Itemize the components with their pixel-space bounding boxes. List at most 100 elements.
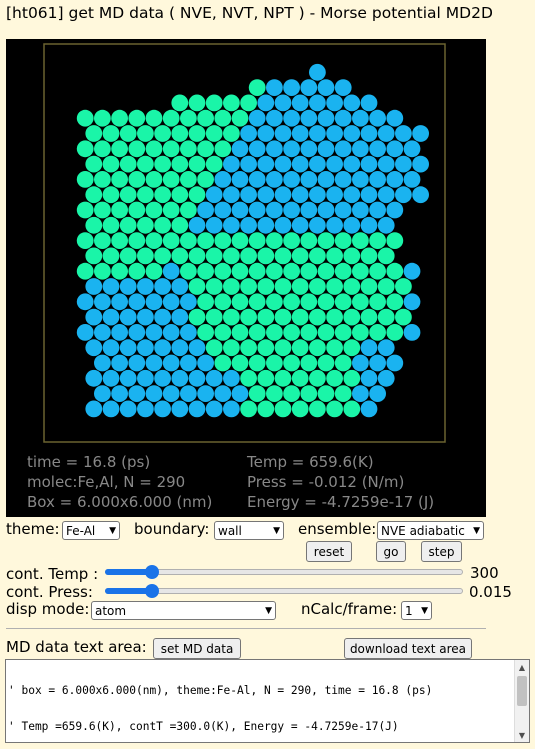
slider-track [105, 588, 463, 594]
atom [343, 247, 361, 265]
reset-button[interactable]: reset [306, 541, 352, 562]
atom [197, 262, 215, 280]
boundary-select[interactable]: wall ▼ [214, 521, 284, 540]
atom [205, 308, 223, 326]
atom [412, 155, 429, 173]
atom [248, 171, 266, 188]
atom [102, 400, 120, 418]
ensemble-select[interactable]: NVE adiabatic ▼ [377, 521, 484, 540]
atom [291, 369, 309, 387]
atom [240, 155, 257, 173]
set-md-data-button[interactable]: set MD data [153, 638, 241, 659]
atom [317, 140, 335, 158]
atoms-layer [76, 63, 429, 418]
disp-mode-select[interactable]: atom ▼ [91, 601, 276, 620]
atom [145, 354, 163, 372]
atom [257, 94, 275, 112]
scroll-down-icon[interactable]: ▼ [518, 730, 526, 740]
slider-thumb[interactable] [144, 584, 159, 598]
atom [197, 171, 215, 188]
atom [257, 216, 275, 234]
atom [240, 308, 257, 326]
atom [291, 278, 309, 295]
atom [248, 201, 266, 219]
atom [214, 354, 232, 372]
atom [214, 232, 232, 250]
atom [162, 232, 180, 250]
go-button[interactable]: go [376, 541, 406, 562]
atom [377, 308, 395, 326]
atom [317, 324, 335, 341]
atom [223, 278, 240, 295]
md-data-textarea[interactable]: ' box = 6.000x6.000(nm), theme:Fe-Al, N … [5, 659, 530, 743]
atom [343, 155, 361, 173]
atom [360, 216, 378, 234]
atom [334, 140, 352, 158]
atom [334, 293, 352, 311]
atom [154, 125, 172, 142]
atom [180, 109, 197, 127]
boundary-label: boundary: [134, 520, 210, 538]
atom [369, 232, 386, 250]
atom [266, 385, 283, 402]
atom [85, 216, 103, 234]
atom [309, 63, 326, 81]
atom [334, 385, 352, 402]
atom [283, 201, 300, 219]
atom [309, 278, 326, 295]
atom [283, 109, 300, 127]
atom [309, 216, 326, 234]
atom [188, 186, 206, 204]
textarea-scrollbar[interactable]: ▲ ▼ [514, 660, 529, 742]
atom [300, 354, 318, 372]
atom [274, 339, 292, 357]
slider-thumb[interactable] [144, 565, 159, 579]
cont-press-slider[interactable] [105, 584, 463, 598]
atom [223, 186, 240, 204]
atom [291, 308, 309, 326]
atom [214, 293, 232, 311]
download-text-area-button[interactable]: download text area [344, 638, 472, 659]
press-readout: Press = -0.012 (N/m) [247, 473, 405, 491]
time-readout: time = 16.8 (ps) [27, 453, 151, 471]
atom [257, 278, 275, 295]
atom [76, 293, 94, 311]
atom [231, 232, 249, 250]
atom [223, 339, 240, 357]
theme-select[interactable]: Fe-Al ▼ [62, 521, 120, 540]
disp-mode-select-value: atom [95, 603, 127, 618]
atom [94, 140, 111, 158]
atom [326, 339, 343, 357]
atom [214, 385, 232, 402]
atom [188, 278, 206, 295]
atom [369, 262, 386, 280]
atom [343, 400, 361, 418]
atom [412, 125, 429, 142]
atom [119, 400, 137, 418]
atom [94, 109, 111, 127]
atom [214, 201, 232, 219]
atom [352, 262, 369, 280]
atom [119, 186, 137, 204]
atom [240, 369, 257, 387]
atom [111, 232, 128, 250]
atom [274, 247, 292, 265]
atom [326, 216, 343, 234]
atom [377, 125, 395, 142]
ncalc-select[interactable]: 1 ▼ [401, 601, 432, 620]
atom [257, 186, 275, 204]
atom [309, 339, 326, 357]
atom [205, 369, 223, 387]
atom [309, 308, 326, 326]
atom [205, 216, 223, 234]
scrollbar-thumb[interactable] [517, 676, 527, 706]
atom [317, 262, 335, 280]
atom [119, 339, 137, 357]
simulation-canvas[interactable]: time = 16.8 (ps) molec:Fe,Al, N = 290 Bo… [6, 39, 486, 517]
simulation-box-border [43, 43, 446, 443]
scroll-up-icon[interactable]: ▲ [518, 662, 526, 672]
cont-temp-slider[interactable] [105, 565, 463, 579]
atom [111, 293, 128, 311]
step-button[interactable]: step [421, 541, 462, 562]
atom [76, 262, 94, 280]
